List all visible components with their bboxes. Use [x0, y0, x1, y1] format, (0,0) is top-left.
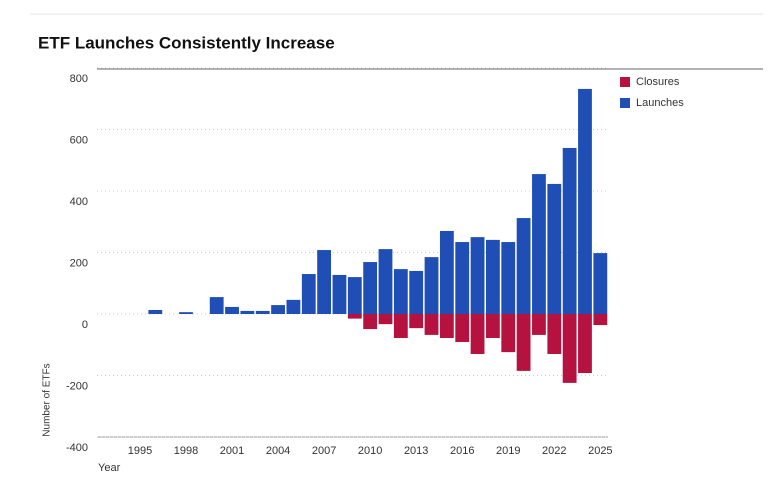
y-axis-label: Number of ETFs — [42, 363, 53, 436]
bar — [532, 314, 546, 335]
bar — [486, 314, 500, 338]
x-axis-label: Year — [98, 462, 121, 474]
bar — [501, 314, 516, 353]
bar — [562, 314, 577, 383]
y-tick-label: 200 — [70, 257, 88, 269]
bar — [578, 314, 592, 374]
x-tick-label: 1998 — [174, 445, 198, 457]
bar — [562, 147, 577, 314]
bar — [593, 253, 608, 314]
legend-label: Launches — [636, 97, 684, 109]
bar — [470, 237, 485, 314]
y-tick-label: -200 — [66, 380, 88, 392]
bar — [363, 314, 378, 330]
bar — [378, 314, 393, 325]
bar — [393, 269, 408, 314]
x-tick-label: 2016 — [450, 445, 474, 457]
y-tick-label: 600 — [70, 134, 88, 146]
bar — [255, 310, 270, 314]
bar — [424, 314, 439, 335]
bar — [516, 314, 531, 371]
bar — [286, 299, 301, 314]
bar — [148, 310, 163, 314]
bar — [470, 314, 485, 354]
bar — [593, 314, 608, 326]
bar — [578, 88, 592, 314]
bar — [378, 249, 393, 314]
bar — [547, 314, 562, 354]
chart-title: ETF Launches Consistently Increase — [38, 33, 335, 52]
bar — [439, 314, 454, 338]
bar — [363, 262, 378, 314]
legend-swatch — [620, 77, 630, 87]
bar — [393, 314, 408, 338]
x-tick-label: 2022 — [542, 445, 566, 457]
bar — [532, 174, 546, 314]
bar — [486, 239, 500, 314]
bar — [317, 250, 332, 314]
bar — [301, 274, 316, 314]
bar — [347, 277, 362, 314]
bar — [347, 314, 362, 319]
bar — [455, 242, 470, 314]
bar — [409, 270, 424, 314]
bar — [240, 310, 255, 314]
x-tick-label: 2013 — [404, 445, 428, 457]
bar — [439, 230, 454, 314]
bar — [179, 312, 193, 314]
bar — [332, 274, 347, 314]
bar — [271, 305, 285, 314]
x-tick-label: 2010 — [358, 445, 382, 457]
bar — [424, 257, 439, 314]
y-tick-label: 0 — [82, 319, 88, 331]
x-tick-label: 2025 — [588, 445, 612, 457]
y-tick-label: 400 — [70, 196, 88, 208]
x-tick-label: 2001 — [220, 445, 244, 457]
x-tick-label: 1995 — [128, 445, 152, 457]
x-tick-label: 2004 — [266, 445, 290, 457]
y-tick-label: -400 — [66, 442, 88, 454]
bar — [409, 314, 424, 329]
bar — [209, 297, 224, 314]
y-tick-label: 800 — [70, 73, 88, 85]
bar — [501, 242, 516, 314]
x-tick-label: 2019 — [496, 445, 520, 457]
legend-swatch — [620, 98, 630, 108]
x-tick-label: 2007 — [312, 445, 336, 457]
bar — [225, 306, 239, 314]
bar — [547, 183, 562, 314]
bar — [455, 314, 470, 342]
legend-label: Closures — [636, 76, 680, 88]
bar — [516, 218, 531, 314]
